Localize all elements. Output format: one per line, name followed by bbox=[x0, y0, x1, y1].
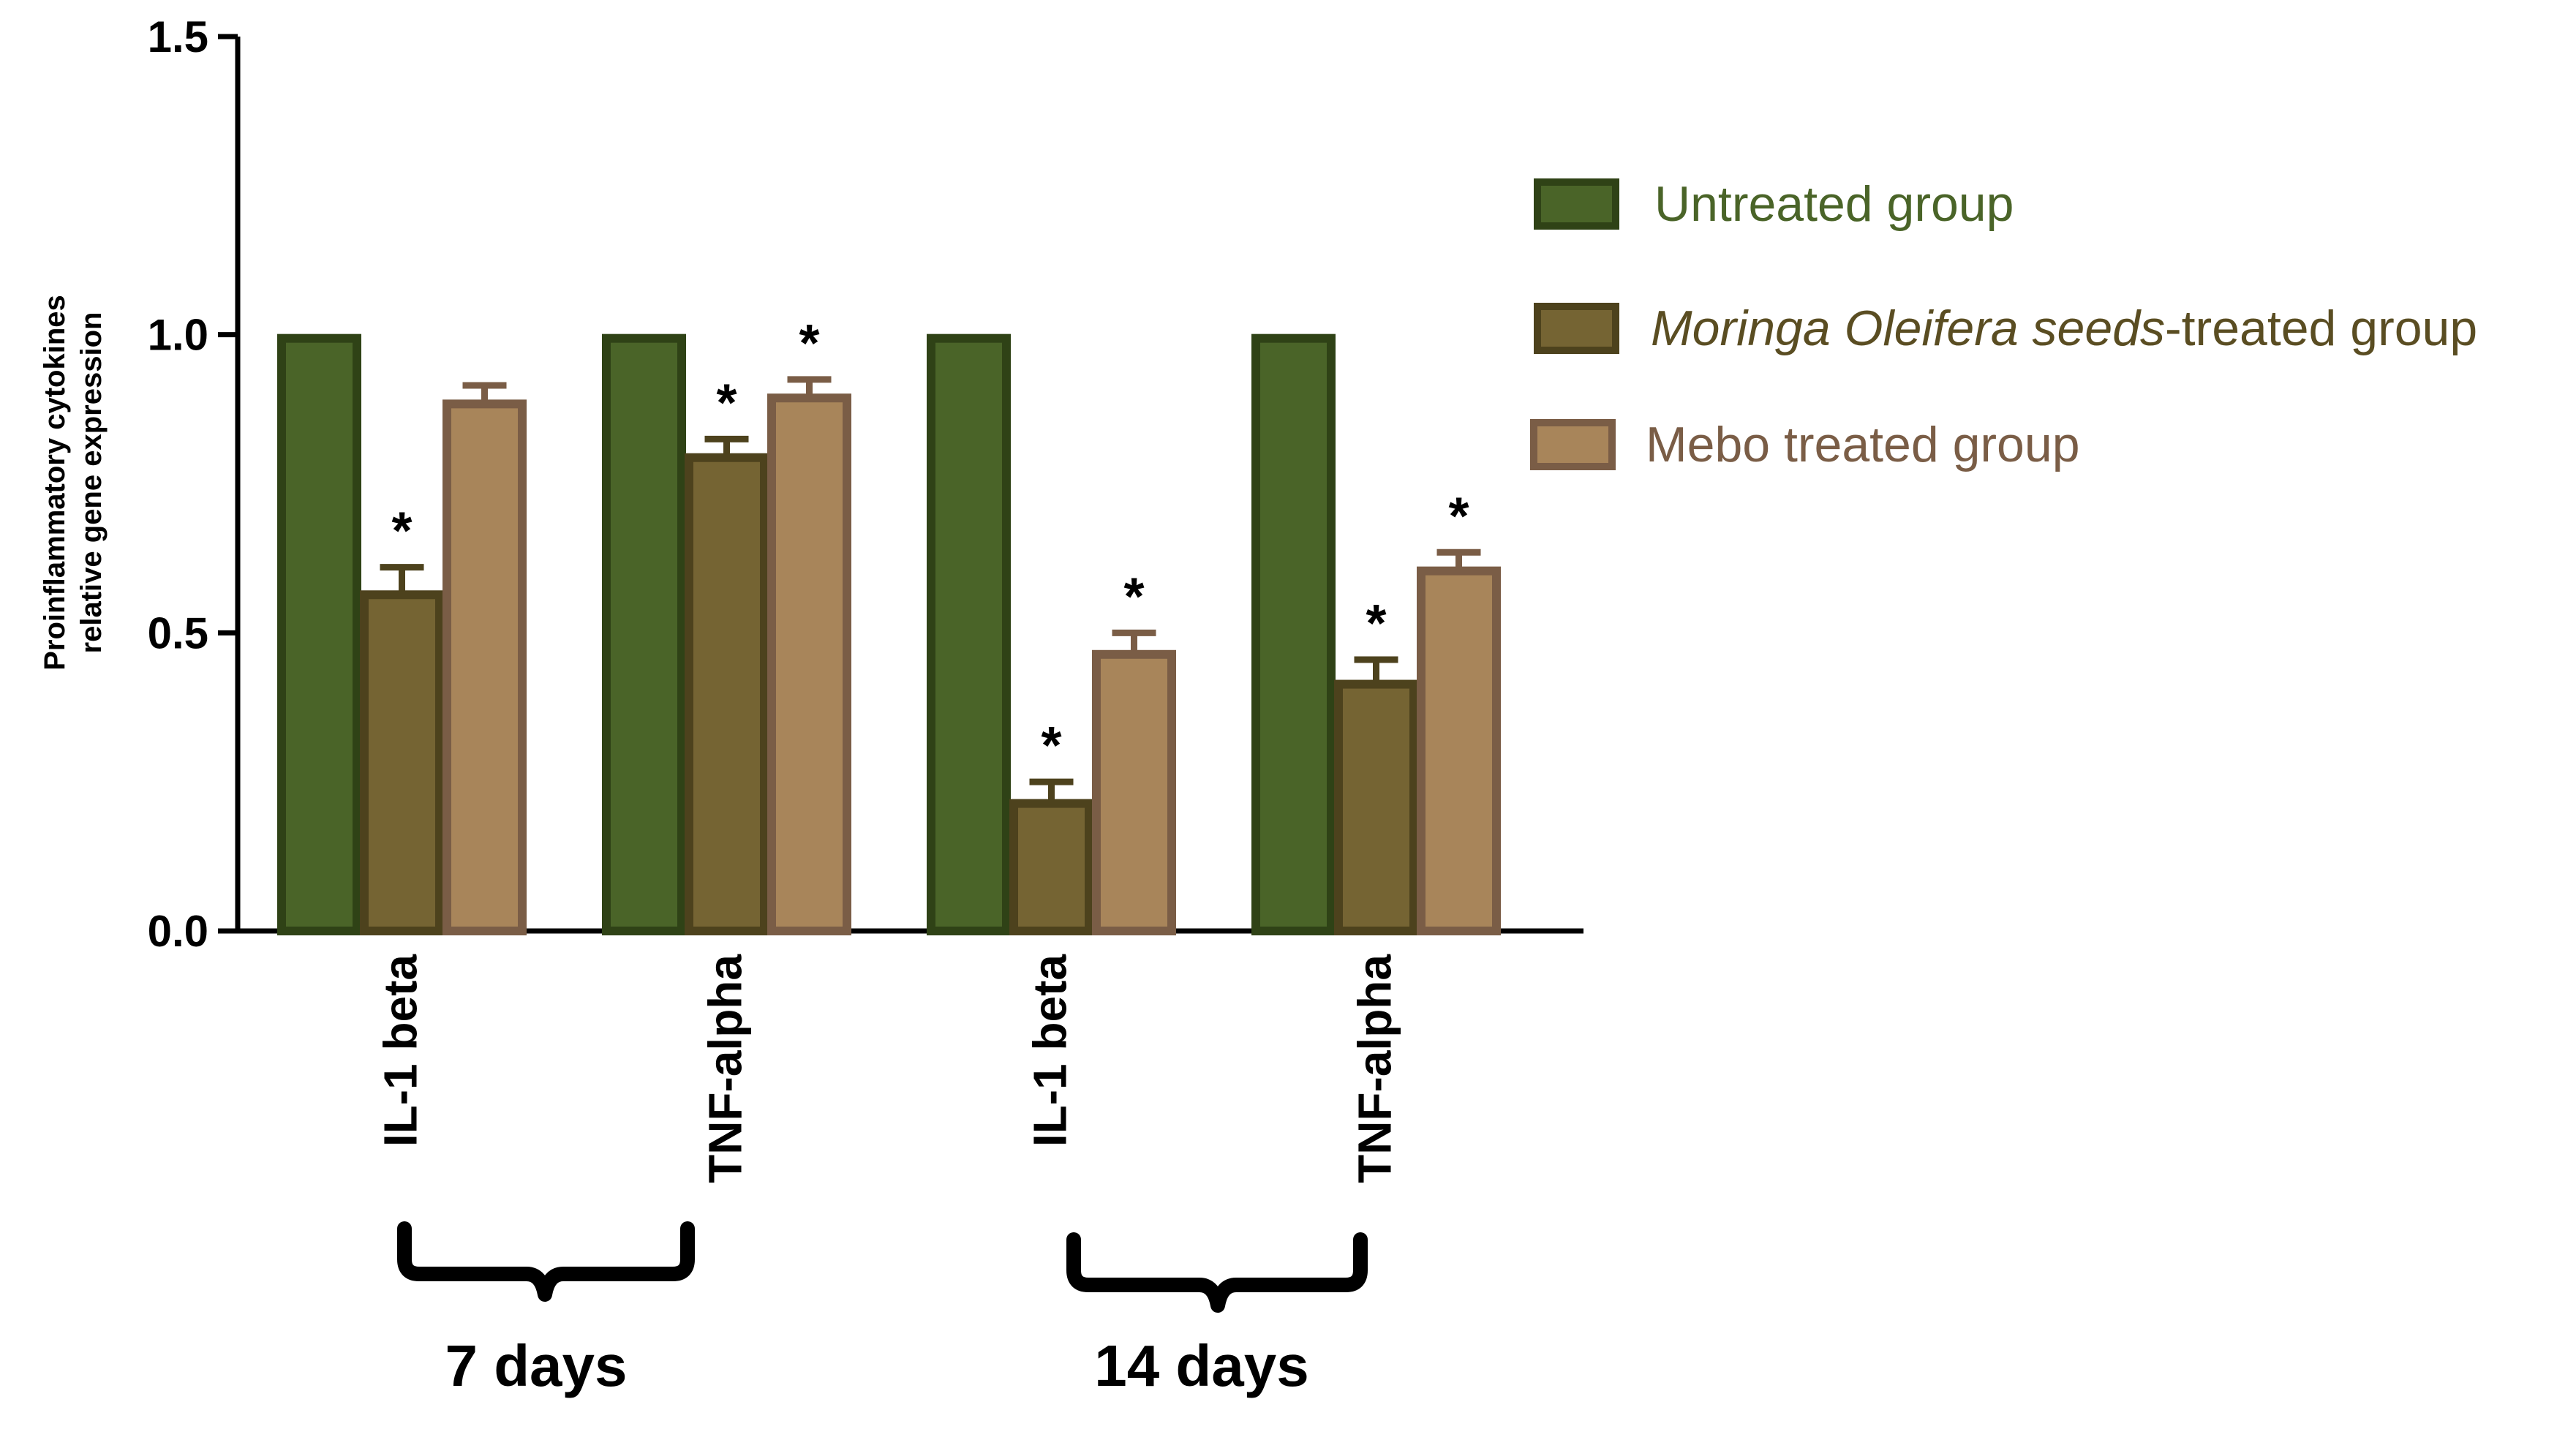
x-category-label: IL-1 beta bbox=[374, 954, 427, 1147]
x-category-label: TNF-alpha bbox=[699, 954, 752, 1183]
group-label-14-days: 14 days bbox=[1094, 1333, 1309, 1398]
bar-moringa-3 bbox=[1009, 799, 1093, 936]
brace-7-days bbox=[397, 1221, 695, 1302]
y-tick-label: 1.5 bbox=[148, 12, 208, 61]
legend-label-moringa: Moringa Oleifera seeds-treated group bbox=[1651, 301, 2477, 356]
legend: Untreated group Moringa Oleifera seeds-t… bbox=[1530, 176, 2477, 472]
group-label-7-days: 7 days bbox=[445, 1333, 627, 1398]
legend-swatch-untreated bbox=[1534, 178, 1619, 230]
bar-untreated-3 bbox=[927, 333, 1011, 935]
y-tick-label: 0.5 bbox=[148, 608, 208, 657]
bar-mebo-2 bbox=[767, 393, 851, 935]
y-tick-label: 1.0 bbox=[148, 311, 208, 360]
y-axis-label: Proinflammatory cytokines relative gene … bbox=[39, 295, 108, 671]
bar-untreated-2 bbox=[602, 333, 686, 935]
significance-star: * bbox=[391, 502, 412, 561]
significance-star: * bbox=[1123, 568, 1144, 626]
bar-mebo-4 bbox=[1417, 566, 1501, 935]
x-category-label: IL-1 beta bbox=[1024, 954, 1077, 1147]
bar-untreated-4 bbox=[1251, 333, 1336, 935]
bar-moringa-2 bbox=[685, 453, 769, 935]
bar-mebo-3 bbox=[1092, 649, 1176, 935]
y-axis-label-line1: Proinflammatory cytokines bbox=[39, 295, 71, 671]
y-axis-label-line2: relative gene expression bbox=[75, 312, 108, 654]
significance-star: * bbox=[1041, 717, 1061, 775]
legend-label-untreated: Untreated group bbox=[1654, 176, 2014, 232]
bars: * * * * * * * bbox=[277, 314, 1501, 936]
legend-swatch-moringa bbox=[1534, 303, 1619, 354]
significance-star: * bbox=[716, 374, 737, 432]
bar-moringa-1 bbox=[360, 590, 444, 935]
x-category-labels: IL-1 beta TNF-alpha IL-1 beta TNF-alpha bbox=[374, 954, 1401, 1183]
bar-untreated-1 bbox=[277, 333, 361, 935]
y-ticks: 0.0 0.5 1.0 1.5 bbox=[148, 12, 238, 956]
legend-swatch-mebo bbox=[1530, 419, 1616, 470]
x-category-label: TNF-alpha bbox=[1349, 954, 1401, 1183]
y-tick-label: 0.0 bbox=[148, 907, 208, 956]
legend-label-mebo: Mebo treated group bbox=[1646, 417, 2080, 472]
bar-mebo-1 bbox=[442, 399, 527, 935]
significance-star: * bbox=[799, 314, 819, 373]
significance-star: * bbox=[1366, 595, 1386, 653]
significance-star: * bbox=[1448, 487, 1469, 546]
brace-14-days bbox=[1066, 1232, 1368, 1313]
bar-moringa-4 bbox=[1334, 679, 1418, 935]
